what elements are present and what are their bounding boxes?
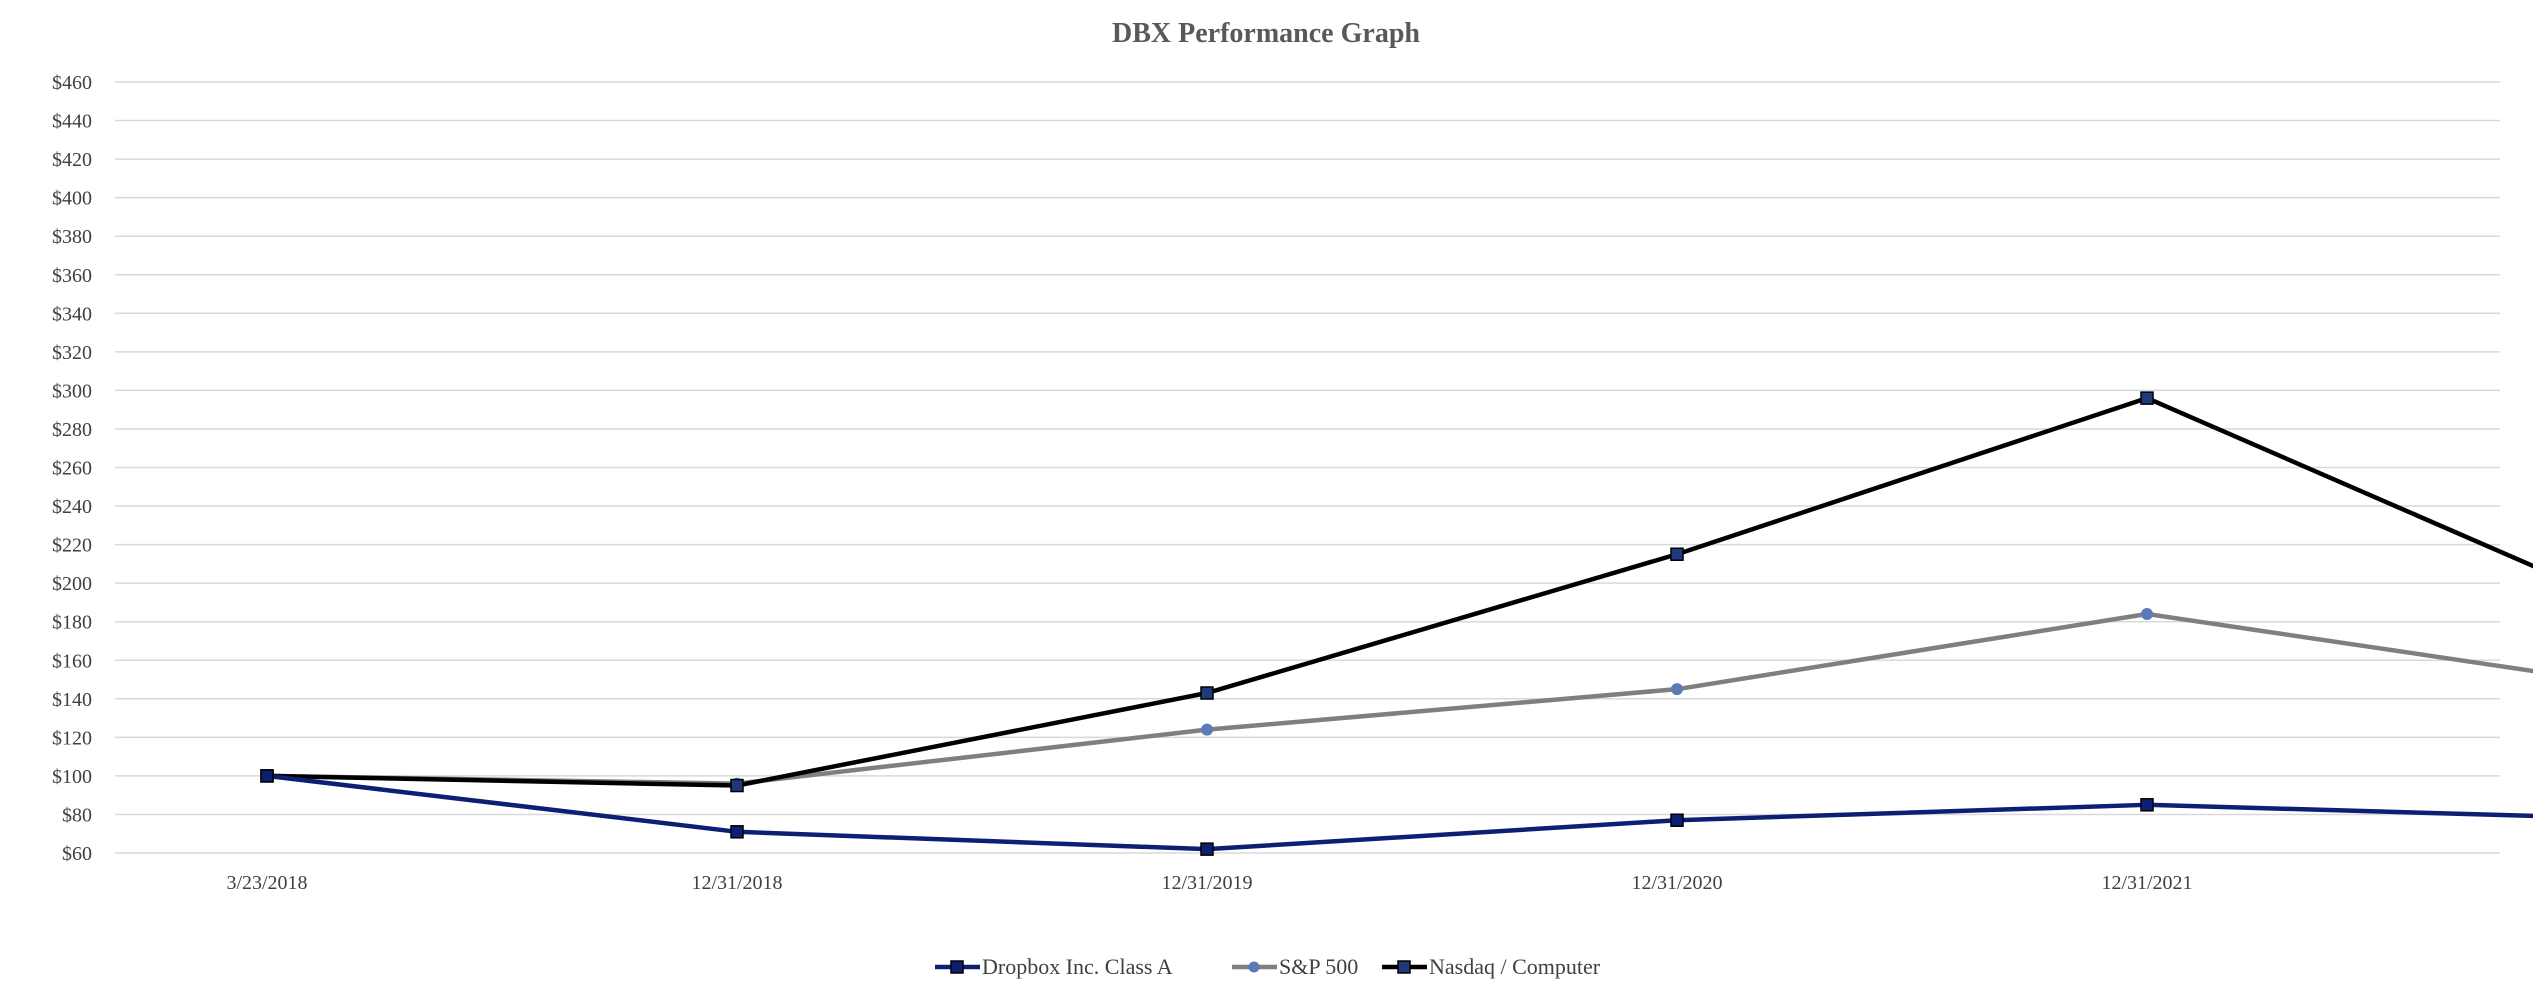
chart-title: DBX Performance Graph <box>1112 18 1420 49</box>
data-point <box>1201 687 1213 699</box>
x-tick-label: 12/31/2020 <box>1631 872 1722 894</box>
data-point <box>1671 814 1683 826</box>
data-point <box>1672 684 1683 695</box>
series-lines <box>261 130 2533 855</box>
legend: Dropbox Inc. Class A S&P 500 Nasdaq / Comp… <box>935 954 1601 979</box>
legend-label: Dropbox Inc. Class A <box>982 954 1173 979</box>
y-tick-label: $200 <box>52 573 92 595</box>
y-tick-label: $60 <box>62 843 92 865</box>
y-tick-label: $260 <box>52 458 92 480</box>
series-1 <box>262 526 2533 790</box>
series-2 <box>261 130 2533 792</box>
y-tick-label: $100 <box>52 766 92 788</box>
y-tick-label: $300 <box>52 380 92 402</box>
y-tick-label: $280 <box>52 419 92 441</box>
y-tick-label: $320 <box>52 342 92 364</box>
data-point <box>731 780 743 792</box>
y-tick-label: $240 <box>52 496 92 518</box>
data-point <box>1201 843 1213 855</box>
legend-item: Dropbox Inc. Class A <box>935 954 1173 979</box>
series-line <box>267 531 2533 784</box>
y-tick-label: $80 <box>62 804 92 826</box>
y-tick-label: $360 <box>52 265 92 287</box>
gridlines <box>115 82 2500 853</box>
series-0 <box>261 760 2533 855</box>
legend-marker <box>1249 962 1260 973</box>
data-point <box>2141 392 2153 404</box>
y-tick-label: $440 <box>52 111 92 133</box>
data-point <box>1202 724 1213 735</box>
legend-item: S&P 500 <box>1232 954 1358 979</box>
data-point <box>731 826 743 838</box>
y-tick-label: $460 <box>52 72 92 94</box>
legend-label: Nasdaq / Computer <box>1429 954 1601 979</box>
x-tick-label: 12/31/2019 <box>1161 872 1252 894</box>
y-tick-label: $220 <box>52 535 92 557</box>
y-tick-label: $400 <box>52 188 92 210</box>
y-tick-label: $140 <box>52 689 92 711</box>
x-tick-label: 12/31/2021 <box>2101 872 2192 894</box>
data-point <box>2142 608 2153 619</box>
legend-item: Nasdaq / Computer <box>1382 954 1601 979</box>
y-tick-label: $180 <box>52 612 92 634</box>
x-tick-label: 3/23/2018 <box>226 872 307 894</box>
legend-label: S&P 500 <box>1279 954 1358 979</box>
data-point <box>1671 548 1683 560</box>
y-tick-label: $120 <box>52 727 92 749</box>
y-tick-label: $160 <box>52 650 92 672</box>
y-tick-label: $340 <box>52 303 92 325</box>
x-tick-label: 12/31/2018 <box>691 872 782 894</box>
y-tick-label: $420 <box>52 149 92 171</box>
x-axis-tick-labels: 3/23/2018 12/31/2018 12/31/2019 12/31/2020 1… <box>226 872 2533 894</box>
legend-marker <box>1398 961 1410 973</box>
data-point <box>2141 799 2153 811</box>
legend-marker <box>951 961 963 973</box>
y-tick-label: $380 <box>52 226 92 248</box>
data-point <box>261 770 273 782</box>
series-line <box>267 766 2533 849</box>
y-axis-tick-labels: $60 $80 $100 $120 $140 $160 $180 $200 $220 $240 $2… <box>52 72 92 865</box>
series-line <box>267 136 2533 786</box>
